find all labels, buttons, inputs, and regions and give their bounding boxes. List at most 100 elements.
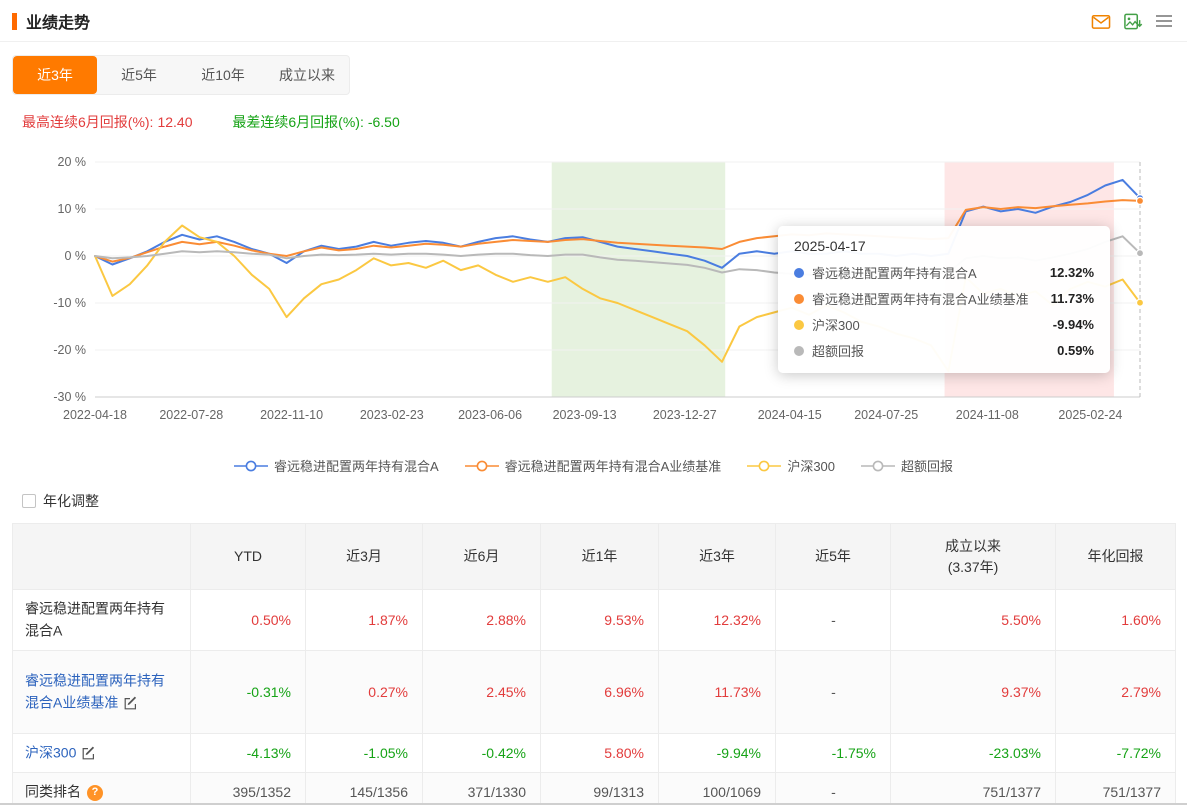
y-axis-label: 20 % bbox=[58, 155, 87, 169]
table-cell: 11.73% bbox=[658, 650, 776, 735]
menu-icon[interactable] bbox=[1155, 13, 1173, 29]
table-row: 沪深300 -4.13% -1.05% -0.42% 5.80% -9.94% -1.75%… bbox=[12, 733, 1176, 774]
table-cell: -9.94% bbox=[658, 733, 776, 774]
legend-marker-icon bbox=[233, 460, 268, 471]
table-header-col: 近3月 bbox=[305, 523, 423, 590]
legend-item-3[interactable]: 超额回报 bbox=[861, 456, 953, 475]
y-axis-label: 10 % bbox=[58, 202, 87, 216]
y-axis-label: -30 % bbox=[53, 390, 86, 404]
table-cell: 751/1377 bbox=[890, 772, 1056, 803]
x-axis-label: 2023-12-27 bbox=[653, 408, 717, 422]
legend-item-2[interactable]: 沪深300 bbox=[747, 456, 835, 475]
table-cell: 9.37% bbox=[890, 650, 1056, 735]
best-6m-return: 最高连续6月回报(%): 12.40 bbox=[22, 114, 193, 130]
edit-icon[interactable] bbox=[81, 746, 96, 761]
table-row: 睿远稳进配置两年持有混合A 0.50% 1.87% 2.88% 9.53% 12.32% -… bbox=[12, 588, 1176, 652]
table-cell: 2.88% bbox=[422, 588, 541, 652]
tooltip-row: 睿远稳进配置两年持有混合A 12.32% bbox=[794, 263, 1094, 282]
table-cell: 1.60% bbox=[1055, 588, 1176, 652]
table-header-row: YTD 近3月 近6月 近1年 近3年 近5年 成立以来 (3.37年) 年化回报 bbox=[12, 523, 1176, 590]
table-cell: 6.96% bbox=[540, 650, 659, 735]
table-header-name bbox=[12, 523, 191, 590]
series-dot-icon bbox=[794, 293, 804, 304]
tab-5y[interactable]: 近5年 bbox=[121, 67, 157, 83]
x-axis-label: 2023-06-06 bbox=[458, 408, 522, 422]
x-axis-label: 2025-02-24 bbox=[1058, 408, 1122, 422]
table-cell: 395/1352 bbox=[190, 772, 306, 803]
tab-3y[interactable]: 近3年 bbox=[13, 56, 97, 94]
table-cell: 99/1313 bbox=[540, 772, 659, 803]
returns-table: YTD 近3月 近6月 近1年 近3年 近5年 成立以来 (3.37年) 年化回报 睿远稳进配… bbox=[12, 523, 1176, 803]
row-name-cell: 睿远稳进配置两年持有混合A业绩基准 bbox=[12, 650, 191, 735]
tooltip-series-value: 11.73% bbox=[1050, 291, 1094, 306]
tooltip-series-name: 超额回报 bbox=[812, 344, 865, 359]
table-cell: -7.72% bbox=[1055, 733, 1176, 774]
x-axis-label: 2024-04-15 bbox=[758, 408, 822, 422]
tooltip-row: 沪深300 -9.94% bbox=[794, 315, 1094, 334]
tooltip-rows: 睿远稳进配置两年持有混合A 12.32% 睿远稳进配置两年持有混合A业绩基准 11.7… bbox=[794, 263, 1094, 360]
tab-since-inception[interactable]: 成立以来 bbox=[279, 67, 335, 83]
y-axis-label: -20 % bbox=[53, 343, 86, 357]
tooltip-series-name: 睿远稳进配置两年持有混合A bbox=[812, 266, 977, 281]
table-cell: 5.50% bbox=[890, 588, 1056, 652]
row-name-cell: 睿远稳进配置两年持有混合A bbox=[12, 588, 191, 652]
legend-item-1[interactable]: 睿远稳进配置两年持有混合A业绩基准 bbox=[464, 456, 722, 475]
table-cell: - bbox=[775, 588, 891, 652]
table-cell: 9.53% bbox=[540, 588, 659, 652]
series-dot-icon bbox=[794, 319, 804, 330]
table-cell: 145/1356 bbox=[305, 772, 423, 803]
legend-marker-icon bbox=[464, 460, 499, 471]
x-axis-label: 2024-11-08 bbox=[956, 408, 1019, 422]
header-toolbar bbox=[1091, 12, 1173, 31]
table-cell: 5.80% bbox=[540, 733, 659, 774]
legend-label: 睿远稳进配置两年持有混合A业绩基准 bbox=[504, 459, 722, 474]
table-header-col: 近3年 bbox=[658, 523, 776, 590]
widget-header: 业绩走势 bbox=[0, 0, 1187, 42]
row-name: 睿远稳进配置两年持有混合A bbox=[25, 600, 165, 639]
chart-legend: 睿远稳进配置两年持有混合A 睿远稳进配置两年持有混合A业绩基准 沪深300 超额回报 bbox=[0, 456, 1187, 475]
x-axis-label: 2022-11-10 bbox=[260, 408, 323, 422]
legend-item-0[interactable]: 睿远稳进配置两年持有混合A bbox=[233, 456, 439, 475]
table-cell: 2.79% bbox=[1055, 650, 1176, 735]
table-cell: -4.13% bbox=[190, 733, 306, 774]
table-row: 睿远稳进配置两年持有混合A业绩基准 -0.31% 0.27% 2.45% 6.96% 11… bbox=[12, 650, 1176, 735]
tooltip-series-value: -9.94% bbox=[1052, 317, 1094, 332]
x-axis-label: 2023-09-13 bbox=[553, 408, 617, 422]
accent-bar bbox=[12, 12, 17, 30]
tooltip-series-name: 沪深300 bbox=[812, 318, 860, 333]
x-axis-label: 2022-04-18 bbox=[63, 408, 127, 422]
table-cell: 2.45% bbox=[422, 650, 541, 735]
edit-icon[interactable] bbox=[123, 696, 138, 711]
chart-tooltip: 2025-04-17 睿远稳进配置两年持有混合A 12.32% 睿远稳进配置两年持有… bbox=[778, 226, 1110, 373]
table-cell: 0.27% bbox=[305, 650, 423, 735]
rolling-return-stats: 最高连续6月回报(%): 12.40 最差连续6月回报(%): -6.50 bbox=[22, 112, 1187, 132]
x-axis-label: 2022-07-28 bbox=[159, 408, 223, 422]
x-axis-label: 2024-07-25 bbox=[854, 408, 918, 422]
mail-icon[interactable] bbox=[1091, 12, 1111, 31]
row-name-link[interactable]: 睿远稳进配置两年持有混合A业绩基准 bbox=[25, 672, 165, 711]
series-endpoint-1 bbox=[1135, 196, 1145, 206]
tooltip-series-value: 12.32% bbox=[1049, 265, 1094, 280]
table-cell: 1.87% bbox=[305, 588, 423, 652]
y-axis-label: -10 % bbox=[53, 296, 86, 310]
band-worst-6m-window bbox=[551, 162, 726, 397]
annualize-checkbox[interactable] bbox=[22, 494, 36, 508]
table-cell: 371/1330 bbox=[422, 772, 541, 803]
table-header-col: YTD bbox=[190, 523, 306, 590]
table-cell: 751/1377 bbox=[1055, 772, 1176, 803]
legend-label: 沪深300 bbox=[787, 459, 836, 474]
table-cell: -1.75% bbox=[775, 733, 891, 774]
table-cell: 0.50% bbox=[190, 588, 306, 652]
export-image-icon[interactable] bbox=[1123, 12, 1143, 31]
series-dot-icon bbox=[794, 345, 804, 356]
legend-label: 睿远稳进配置两年持有混合A bbox=[273, 459, 439, 474]
tooltip-row: 超额回报 0.59% bbox=[794, 341, 1094, 360]
tab-10y[interactable]: 近10年 bbox=[201, 67, 245, 83]
table-cell: -0.42% bbox=[422, 733, 541, 774]
row-name-link[interactable]: 沪深300 bbox=[25, 744, 77, 761]
help-icon[interactable]: ? bbox=[87, 784, 103, 801]
table-header-col: 近5年 bbox=[775, 523, 891, 590]
legend-marker-icon bbox=[747, 460, 782, 471]
tooltip-date: 2025-04-17 bbox=[794, 238, 866, 254]
legend-marker-icon bbox=[861, 460, 896, 471]
